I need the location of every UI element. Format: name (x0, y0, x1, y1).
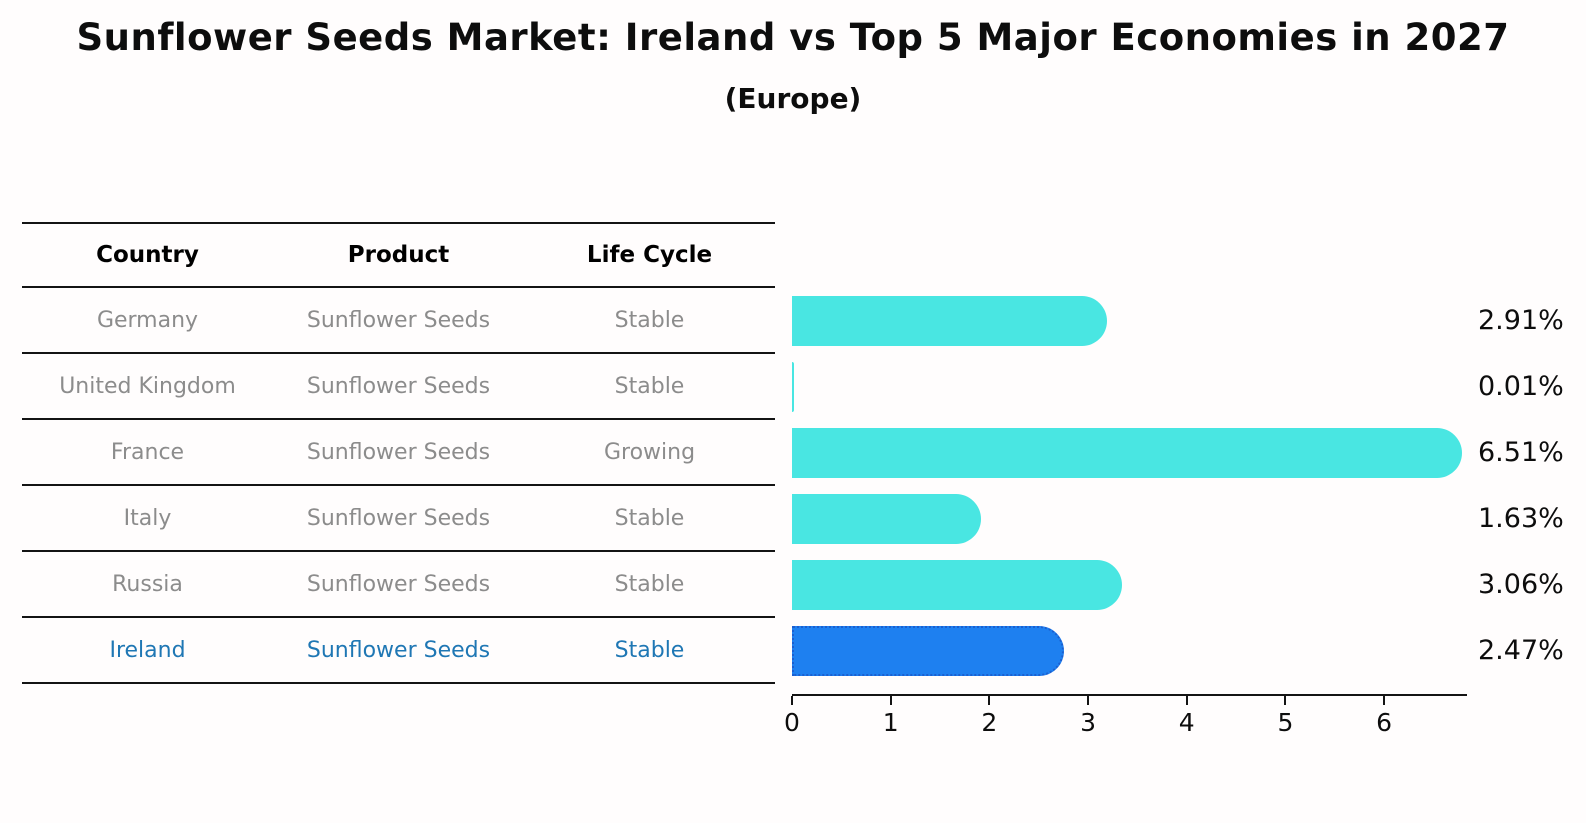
bar-row (792, 354, 1467, 420)
value-label-germany: 2.91% (1478, 305, 1564, 336)
value-labels: 2.91% 0.01% 6.51% 1.63% 3.06% 2.47% (1478, 288, 1578, 684)
country-cell: France (110, 439, 185, 465)
country-table: Country Product Life Cycle Germany Sunfl… (22, 222, 775, 684)
table-row: France Sunflower Seeds Growing (22, 420, 775, 486)
life-cycle-cell: Stable (614, 571, 685, 597)
bar-row (792, 486, 1467, 552)
value-label-russia: 3.06% (1478, 569, 1564, 600)
bar-united-kingdom (792, 362, 794, 412)
bar-plot (792, 288, 1467, 684)
x-tick-label: 0 (784, 708, 800, 737)
table-row: Italy Sunflower Seeds Stable (22, 486, 775, 552)
life-cycle-cell: Stable (614, 505, 685, 531)
bar-ireland (792, 626, 1064, 676)
product-cell: Sunflower Seeds (306, 373, 491, 399)
table-row: United Kingdom Sunflower Seeds Stable (22, 354, 775, 420)
life-cycle-cell: Growing (603, 439, 696, 465)
value-label-united-kingdom: 0.01% (1478, 371, 1564, 402)
life-cycle-cell: Stable (614, 373, 685, 399)
bar-france (792, 428, 1462, 478)
bar-row (792, 288, 1467, 354)
country-cell: Germany (96, 307, 199, 333)
x-tick-label: 5 (1277, 708, 1294, 737)
x-tick (1087, 696, 1090, 705)
value-label-ireland: 2.47% (1478, 635, 1564, 666)
column-header-product: Product (347, 242, 450, 268)
x-axis: 0 1 2 3 4 5 6 (784, 694, 1467, 746)
bar-row (792, 618, 1467, 684)
x-tick (988, 696, 991, 705)
x-tick-label: 6 (1376, 708, 1393, 737)
table-row: Germany Sunflower Seeds Stable (22, 288, 775, 354)
country-cell: Italy (123, 505, 172, 531)
product-cell: Sunflower Seeds (306, 637, 491, 663)
x-tick-label: 4 (1178, 708, 1195, 737)
table-header-row: Country Product Life Cycle (22, 222, 775, 288)
x-tick (791, 696, 793, 705)
country-cell: Ireland (109, 637, 186, 663)
bar-row (792, 552, 1467, 618)
product-cell: Sunflower Seeds (306, 505, 491, 531)
x-tick (889, 696, 892, 705)
column-header-country: Country (96, 242, 199, 268)
value-label-france: 6.51% (1478, 437, 1564, 468)
product-cell: Sunflower Seeds (306, 307, 491, 333)
country-cell: United Kingdom (59, 373, 236, 399)
product-cell: Sunflower Seeds (306, 571, 491, 597)
chart-subtitle: (Europe) (724, 82, 862, 115)
bar-germany (792, 296, 1107, 346)
x-tick (1383, 696, 1386, 705)
bar-row (792, 420, 1467, 486)
country-cell: Russia (112, 571, 183, 597)
life-cycle-cell: Stable (614, 307, 685, 333)
chart-title: Sunflower Seeds Market: Ireland vs Top 5… (76, 16, 1510, 59)
table-row-ireland: Ireland Sunflower Seeds Stable (22, 618, 775, 684)
x-tick-label: 2 (981, 708, 998, 737)
value-label-italy: 1.63% (1478, 503, 1564, 534)
x-tick (1185, 696, 1188, 705)
column-header-life-cycle: Life Cycle (586, 242, 713, 268)
x-tick (1284, 696, 1287, 705)
table-row: Russia Sunflower Seeds Stable (22, 552, 775, 618)
life-cycle-cell: Stable (614, 637, 685, 663)
bar-russia (792, 560, 1122, 610)
x-tick-label: 1 (882, 708, 899, 737)
product-cell: Sunflower Seeds (306, 439, 491, 465)
bar-italy (792, 494, 981, 544)
x-tick-label: 3 (1080, 708, 1096, 737)
